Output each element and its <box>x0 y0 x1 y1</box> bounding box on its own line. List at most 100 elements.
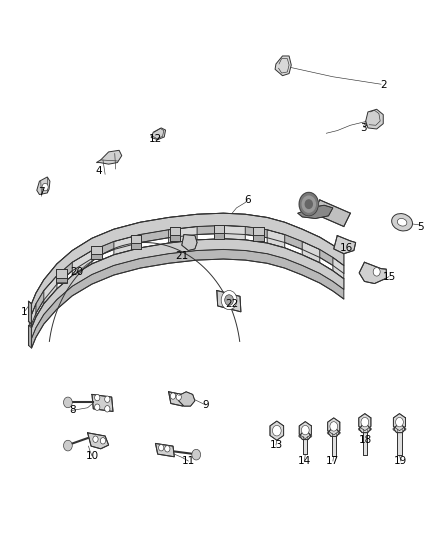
Polygon shape <box>32 239 344 338</box>
Text: 3: 3 <box>360 123 367 133</box>
Polygon shape <box>214 233 224 239</box>
Polygon shape <box>28 325 32 348</box>
Circle shape <box>105 406 110 412</box>
Polygon shape <box>151 128 166 140</box>
Polygon shape <box>275 56 291 76</box>
Text: 7: 7 <box>38 187 45 197</box>
Polygon shape <box>155 443 174 457</box>
Polygon shape <box>328 418 340 435</box>
Text: 17: 17 <box>326 456 339 466</box>
Polygon shape <box>88 433 109 449</box>
Polygon shape <box>394 425 405 433</box>
Circle shape <box>95 394 100 401</box>
Polygon shape <box>32 239 344 348</box>
Polygon shape <box>32 213 344 314</box>
Text: 18: 18 <box>359 435 372 445</box>
Text: 2: 2 <box>380 80 387 90</box>
Polygon shape <box>366 109 383 129</box>
Ellipse shape <box>397 219 407 226</box>
Polygon shape <box>92 394 113 411</box>
Polygon shape <box>37 177 50 195</box>
Text: 12: 12 <box>149 134 162 143</box>
Polygon shape <box>114 235 140 255</box>
Polygon shape <box>170 236 180 241</box>
Ellipse shape <box>393 426 406 432</box>
Polygon shape <box>253 236 264 241</box>
Ellipse shape <box>358 426 371 432</box>
Text: 10: 10 <box>85 451 99 461</box>
Polygon shape <box>267 230 285 248</box>
Text: 4: 4 <box>95 166 102 175</box>
Ellipse shape <box>392 214 413 231</box>
Polygon shape <box>223 225 245 240</box>
Polygon shape <box>363 429 367 455</box>
Polygon shape <box>169 227 197 243</box>
Text: 8: 8 <box>69 406 76 415</box>
Circle shape <box>105 396 110 402</box>
Text: 21: 21 <box>175 251 188 261</box>
Circle shape <box>330 422 338 431</box>
Text: 9: 9 <box>202 400 209 410</box>
Polygon shape <box>131 243 141 248</box>
Polygon shape <box>300 432 311 440</box>
Polygon shape <box>298 205 333 219</box>
Text: 11: 11 <box>182 456 195 466</box>
Polygon shape <box>397 429 402 455</box>
Text: 15: 15 <box>383 272 396 282</box>
Text: 5: 5 <box>417 222 424 231</box>
Polygon shape <box>56 278 67 283</box>
Circle shape <box>361 417 369 427</box>
Polygon shape <box>91 246 102 260</box>
Polygon shape <box>313 200 350 227</box>
Polygon shape <box>393 414 406 431</box>
Text: 20: 20 <box>70 267 83 277</box>
Circle shape <box>170 393 176 399</box>
Polygon shape <box>303 436 307 454</box>
Polygon shape <box>56 269 67 282</box>
Text: 22: 22 <box>226 299 239 309</box>
Text: 14: 14 <box>298 456 311 466</box>
Circle shape <box>42 183 48 191</box>
Polygon shape <box>332 433 336 456</box>
Polygon shape <box>72 251 92 276</box>
Polygon shape <box>170 228 180 241</box>
Polygon shape <box>169 392 183 406</box>
Text: 16: 16 <box>339 243 353 253</box>
Polygon shape <box>214 225 224 239</box>
Circle shape <box>305 200 312 208</box>
Polygon shape <box>359 414 371 431</box>
Ellipse shape <box>327 430 340 435</box>
Circle shape <box>396 417 403 427</box>
Polygon shape <box>328 429 339 437</box>
Circle shape <box>95 404 100 410</box>
Polygon shape <box>299 422 311 439</box>
Polygon shape <box>131 235 141 248</box>
Text: 1: 1 <box>21 307 28 317</box>
Circle shape <box>159 445 164 451</box>
Polygon shape <box>96 150 122 164</box>
Polygon shape <box>91 254 102 260</box>
Circle shape <box>373 268 380 276</box>
Polygon shape <box>217 290 241 312</box>
Circle shape <box>299 192 318 216</box>
Circle shape <box>165 446 170 452</box>
Text: 6: 6 <box>244 195 251 205</box>
Circle shape <box>272 425 281 436</box>
Polygon shape <box>334 236 356 254</box>
Text: 19: 19 <box>394 456 407 466</box>
Circle shape <box>221 290 237 310</box>
Text: 13: 13 <box>269 440 283 450</box>
Circle shape <box>100 438 106 444</box>
Polygon shape <box>359 425 371 433</box>
Polygon shape <box>270 421 284 440</box>
Circle shape <box>93 436 98 442</box>
Polygon shape <box>28 301 32 324</box>
Polygon shape <box>32 304 36 328</box>
Polygon shape <box>29 304 32 327</box>
Circle shape <box>64 440 72 451</box>
Circle shape <box>192 449 201 460</box>
Polygon shape <box>333 257 344 279</box>
Polygon shape <box>32 213 344 324</box>
Circle shape <box>176 394 181 400</box>
Circle shape <box>64 397 72 408</box>
